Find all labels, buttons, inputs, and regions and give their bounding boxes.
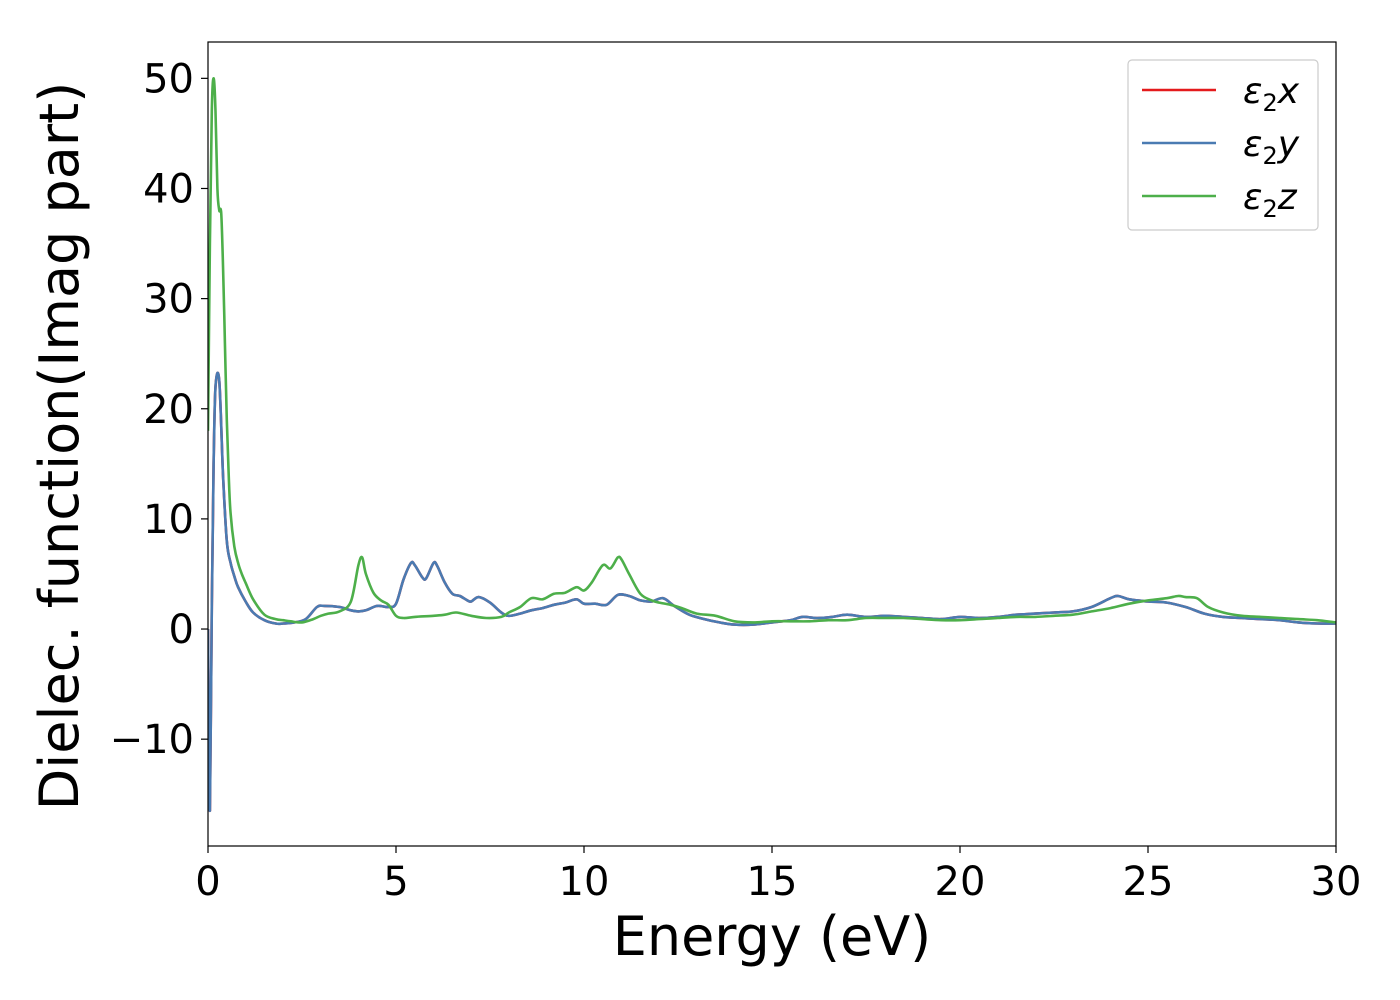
y-tick-label: 50	[143, 56, 194, 102]
series-layer	[208, 77, 1336, 813]
y-axis: −10 0 10 20 30 40 50	[110, 56, 208, 763]
y-tick-label: 20	[143, 387, 194, 433]
legend-box	[1127, 59, 1319, 231]
x-axis-title: Energy (eV)	[613, 905, 932, 968]
x-tick-label: 20	[935, 859, 986, 905]
y-tick-label: 40	[143, 166, 194, 212]
x-axis: 0 5 10 15 20 25 30	[195, 846, 1361, 905]
y-tick-label: −10	[110, 717, 194, 763]
y-tick-label: 30	[143, 277, 194, 323]
series-line-z	[208, 77, 1336, 624]
y-tick-label: 0	[169, 607, 194, 653]
legend-label-y: ε2y	[1243, 124, 1300, 170]
x-tick-label: 30	[1311, 859, 1362, 905]
legend-label-x: ε2x	[1243, 71, 1300, 117]
x-tick-label: 0	[195, 859, 220, 905]
x-tick-label: 5	[383, 859, 408, 905]
x-tick-label: 15	[747, 859, 798, 905]
x-tick-label: 25	[1123, 859, 1174, 905]
series-line-y	[208, 371, 1336, 813]
y-tick-label: 10	[143, 497, 194, 543]
x-tick-label: 10	[559, 859, 610, 905]
y-axis-title: Dielec. function(Imag part)	[28, 82, 91, 811]
